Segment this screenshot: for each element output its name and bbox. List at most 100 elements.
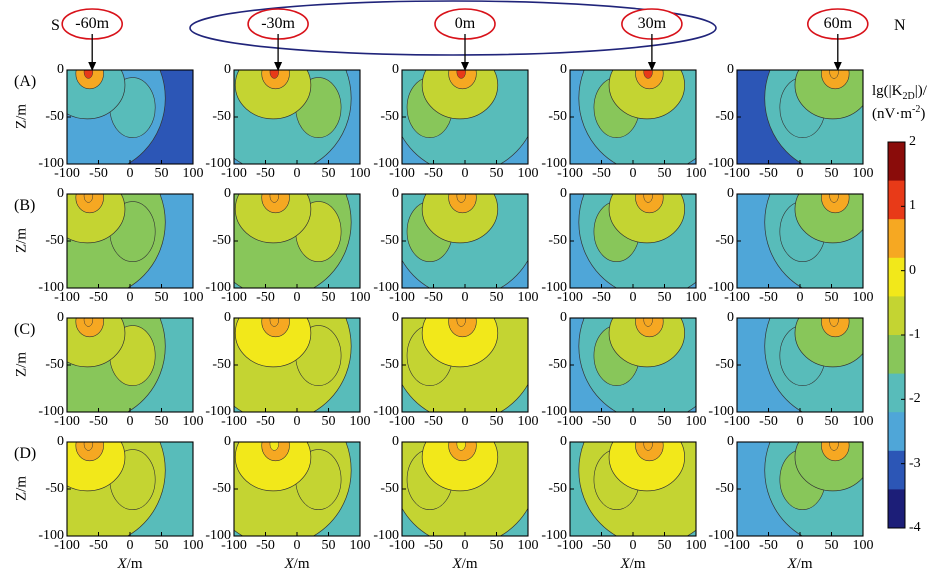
x-tick-label: -50 — [256, 538, 275, 553]
x-axis-unit: /m — [796, 556, 813, 572]
contour-peak — [456, 318, 466, 327]
x-tick-label: 0 — [796, 538, 804, 553]
x-tick-label: 50 — [154, 414, 169, 429]
x-tick-label: 100 — [349, 538, 371, 553]
south-label: S — [51, 17, 60, 34]
panel — [736, 193, 864, 289]
column-label: -30m — [261, 15, 295, 32]
y-tick-label: -50 — [45, 109, 64, 124]
y-tick-label: 0 — [727, 186, 734, 201]
contour-near — [261, 70, 290, 90]
x-tick-label: 50 — [321, 290, 336, 305]
contour-near — [75, 318, 104, 338]
x-tick-label: 100 — [852, 290, 874, 305]
y-axis-label: Z/m — [13, 352, 30, 377]
x-tick-label: -100 — [557, 538, 583, 553]
contour-middle — [234, 318, 312, 368]
y-tick-label: -100 — [541, 404, 567, 419]
panel — [569, 193, 697, 289]
x-tick-label: -100 — [389, 414, 415, 429]
x-tick-label: 50 — [824, 166, 839, 181]
x-tick-label: -50 — [592, 538, 611, 553]
column-label: -60m — [75, 15, 110, 32]
x-axis-var: X — [620, 556, 630, 572]
y-tick-label: 0 — [392, 62, 399, 77]
contour-near — [75, 194, 104, 214]
contour-peak — [83, 318, 94, 327]
y-tick-label: 0 — [727, 434, 734, 449]
row-label: (C) — [14, 321, 36, 338]
x-tick-label: 50 — [489, 290, 504, 305]
y-tick-label: -100 — [38, 156, 64, 171]
x-tick-label: -100 — [389, 166, 415, 181]
x-tick-label: 100 — [349, 414, 371, 429]
x-tick-label: 100 — [349, 290, 371, 305]
row-label: (D) — [14, 445, 37, 462]
x-tick-label: 50 — [489, 166, 504, 181]
column-arrow-head — [461, 62, 469, 71]
colorbar-tick-label: 2 — [909, 134, 916, 149]
x-tick-label: -50 — [424, 290, 443, 305]
y-tick-label: -50 — [380, 357, 399, 372]
group-ellipse — [189, 0, 717, 56]
contour-middle — [608, 70, 685, 120]
x-tick-label: -50 — [592, 166, 611, 181]
x-tick-label: -50 — [759, 414, 778, 429]
x-tick-label: 0 — [126, 414, 134, 429]
x-tick-label: 100 — [182, 166, 204, 181]
x-tick-label: 50 — [657, 414, 672, 429]
x-tick-label: 50 — [489, 414, 504, 429]
x-tick-label: -100 — [557, 414, 583, 429]
panel — [233, 193, 361, 289]
contour-near — [261, 318, 290, 338]
y-tick-label: -50 — [380, 233, 399, 248]
column-arrow-head — [647, 62, 656, 71]
x-tick-label: -100 — [54, 538, 80, 553]
colorbar-tick-label: -1 — [909, 327, 921, 342]
x-tick-label: -100 — [557, 290, 583, 305]
x-tick-label: 0 — [629, 414, 637, 429]
row-label: (A) — [14, 73, 37, 90]
contour-peak — [829, 70, 839, 79]
y-tick-label: -50 — [45, 233, 64, 248]
column-label: 60m — [823, 15, 853, 32]
y-tick-label: -50 — [212, 481, 231, 496]
x-tick-label: -100 — [54, 414, 80, 429]
x-tick-label: -100 — [724, 290, 750, 305]
y-tick-label: -50 — [212, 233, 231, 248]
x-tick-label: 50 — [824, 290, 839, 305]
y-tick-label: -50 — [380, 481, 399, 496]
x-tick-label: 0 — [461, 538, 469, 553]
y-tick-label: -50 — [715, 481, 734, 496]
y-tick-label: -100 — [708, 528, 734, 543]
y-tick-label: 0 — [560, 310, 567, 325]
x-tick-label: -100 — [557, 166, 583, 181]
colorbar-tick-label: 0 — [909, 262, 916, 278]
x-tick-label: 50 — [657, 290, 672, 305]
contour-near — [635, 70, 664, 90]
row-label: (B) — [14, 197, 36, 214]
panel — [401, 69, 529, 165]
x-tick-label: 0 — [126, 290, 134, 305]
y-tick-label: -100 — [373, 528, 399, 543]
x-tick-label: 0 — [629, 290, 637, 305]
x-tick-label: 100 — [517, 166, 539, 181]
x-tick-label: 50 — [321, 414, 336, 429]
x-tick-label: 50 — [154, 166, 169, 181]
y-tick-label: -100 — [205, 280, 231, 295]
x-tick-label: -100 — [221, 538, 247, 553]
y-tick-label: 0 — [57, 62, 64, 77]
y-axis-label: Z/m — [13, 476, 30, 501]
colorbar-segment — [888, 257, 905, 297]
contour-peak — [456, 194, 466, 203]
colorbar-segment — [888, 373, 905, 413]
x-tick-label: 50 — [321, 166, 336, 181]
x-tick-label: 50 — [154, 538, 169, 553]
x-tick-label: 50 — [154, 290, 169, 305]
x-tick-label: 100 — [182, 414, 204, 429]
contour-peak — [269, 70, 279, 79]
x-tick-label: 50 — [489, 538, 504, 553]
y-tick-label: -100 — [38, 528, 64, 543]
contour-near — [635, 442, 664, 462]
contour-near — [635, 194, 664, 214]
